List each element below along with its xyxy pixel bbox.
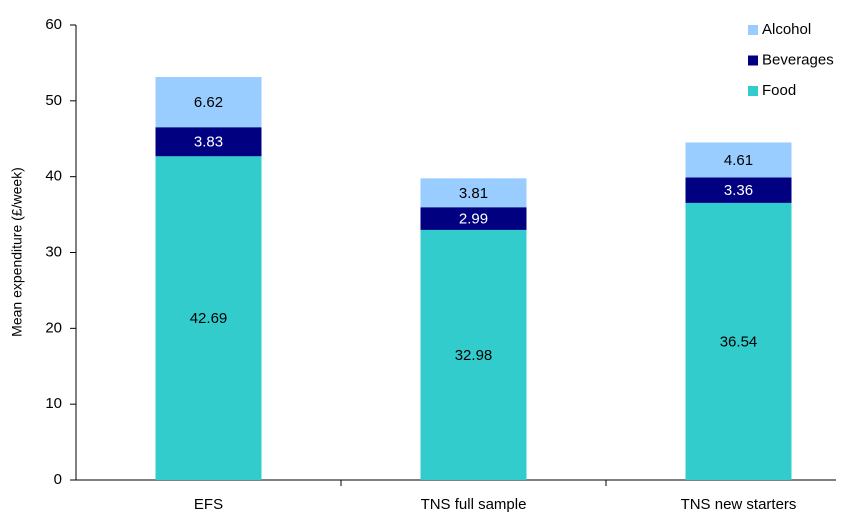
y-tick-label: 0 (54, 471, 62, 488)
data-label: 4.61 (724, 152, 753, 169)
data-label: 3.83 (194, 134, 223, 151)
y-tick-label: 60 (45, 16, 62, 33)
bar-segment (685, 142, 792, 178)
y-tick-label: 30 (45, 243, 62, 260)
legend-label: Beverages (762, 51, 834, 68)
x-tick-label: TNS new starters (681, 496, 797, 513)
data-label: 3.81 (459, 185, 488, 202)
data-label: 36.54 (720, 333, 758, 350)
y-tick-label: 50 (45, 92, 62, 109)
data-label: 32.98 (455, 347, 493, 364)
y-axis-title: Mean expenditure (£/week) (9, 167, 25, 337)
legend-swatch (748, 86, 758, 96)
data-label: 6.62 (194, 94, 223, 111)
bar-segment (155, 77, 262, 128)
bar-segment (420, 178, 527, 208)
bar-segment (155, 127, 262, 157)
bar-segment (420, 207, 527, 230)
bar-segment (685, 177, 792, 203)
bar-segment (420, 229, 527, 480)
legend-label: Food (762, 82, 796, 99)
bar-segment (155, 156, 262, 480)
x-tick-label: EFS (194, 496, 223, 513)
y-tick-label: 20 (45, 319, 62, 336)
data-label: 3.36 (724, 182, 753, 199)
y-tick-label: 40 (45, 168, 62, 185)
data-label: 2.99 (459, 211, 488, 228)
legend-swatch (748, 25, 758, 35)
data-label: 42.69 (190, 310, 228, 327)
x-tick-label: TNS full sample (421, 496, 527, 513)
legend-swatch (748, 55, 758, 66)
bar-segment (685, 202, 792, 480)
y-tick-label: 10 (45, 395, 62, 412)
legend-label: Alcohol (762, 21, 811, 38)
